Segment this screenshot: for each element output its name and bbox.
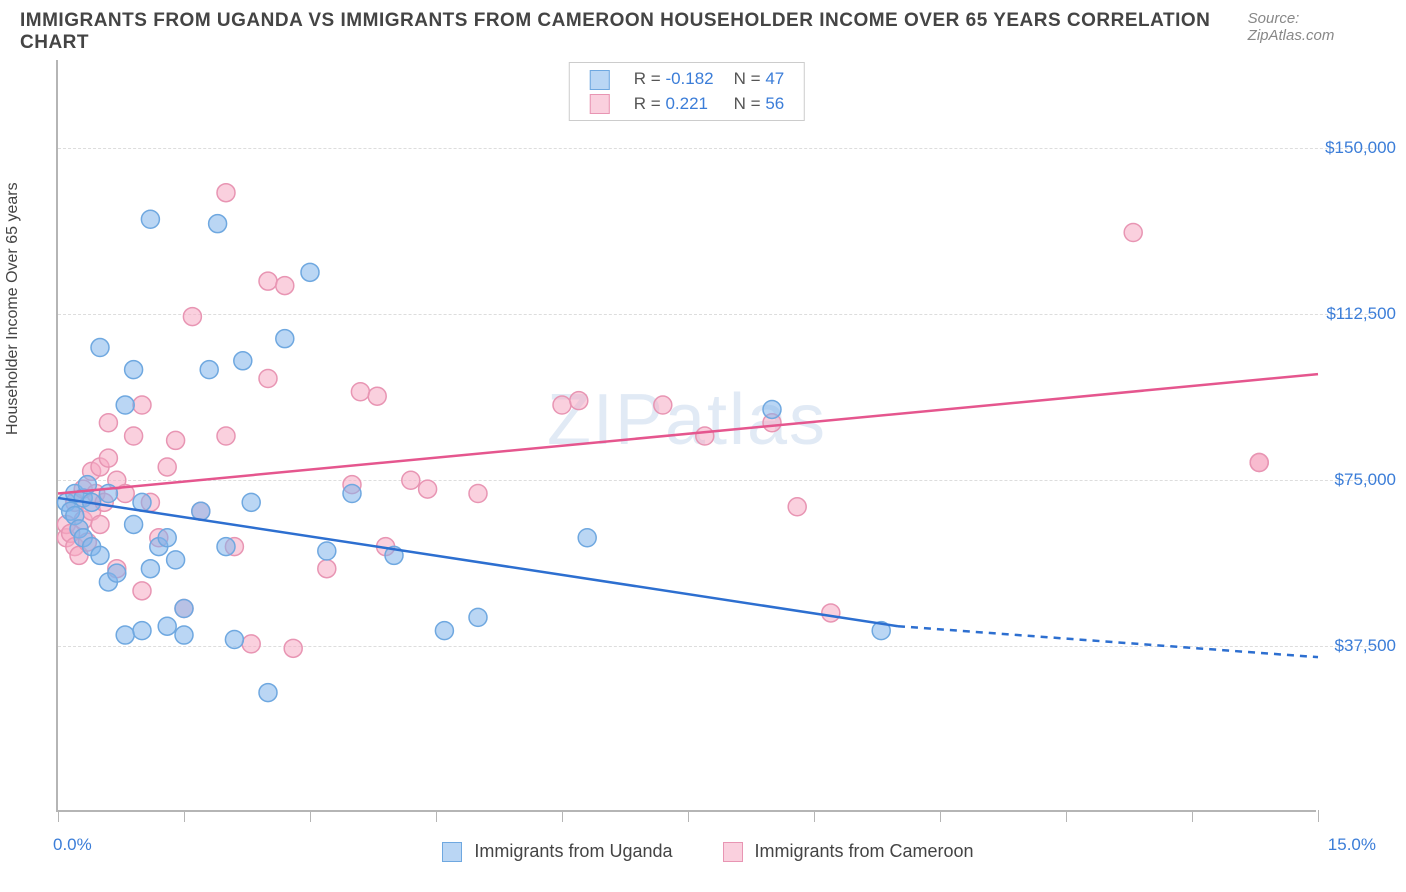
scatter-svg	[58, 60, 1318, 812]
y-tick-label: $75,000	[1335, 470, 1396, 490]
swatch-cameroon-icon	[723, 842, 743, 862]
y-tick-label: $150,000	[1325, 138, 1396, 158]
y-tick-label: $112,500	[1326, 304, 1396, 324]
y-tick-label: $37,500	[1335, 636, 1396, 656]
plot-region: ZIPatlas Householder Income Over 65 year…	[56, 60, 1316, 812]
swatch-uganda-icon	[442, 842, 462, 862]
uganda-label: Immigrants from Uganda	[474, 841, 672, 862]
swatch-uganda	[590, 70, 610, 90]
cameroon-r: 0.221	[665, 94, 708, 113]
stats-row-uganda: R = -0.182 N = 47	[580, 67, 794, 92]
legend-stats: R = -0.182 N = 47 R = 0.221 N = 56	[569, 62, 805, 121]
chart-header: IMMIGRANTS FROM UGANDA VS IMMIGRANTS FRO…	[0, 0, 1406, 54]
n-label: N =	[734, 69, 761, 88]
chart-area: ZIPatlas Householder Income Over 65 year…	[56, 60, 1386, 830]
swatch-cameroon	[590, 94, 610, 114]
r-label: R =	[634, 69, 661, 88]
cameroon-label: Immigrants from Cameroon	[755, 841, 974, 862]
uganda-points	[57, 210, 890, 701]
chart-source: Source: ZipAtlas.com	[1248, 10, 1386, 44]
y-axis-label: Householder Income Over 65 years	[4, 182, 22, 435]
legend-item-cameroon: Immigrants from Cameroon	[723, 841, 974, 862]
cameroon-points	[57, 184, 1268, 658]
stats-row-cameroon: R = 0.221 N = 56	[580, 92, 794, 117]
n-label: N =	[734, 94, 761, 113]
chart-title: IMMIGRANTS FROM UGANDA VS IMMIGRANTS FRO…	[20, 10, 1248, 54]
trend-lines	[58, 374, 1318, 657]
cameroon-n: 56	[765, 94, 784, 113]
uganda-n: 47	[765, 69, 784, 88]
uganda-r: -0.182	[665, 69, 713, 88]
r-label: R =	[634, 94, 661, 113]
legend-series: Immigrants from Uganda Immigrants from C…	[58, 841, 1358, 862]
legend-item-uganda: Immigrants from Uganda	[442, 841, 672, 862]
